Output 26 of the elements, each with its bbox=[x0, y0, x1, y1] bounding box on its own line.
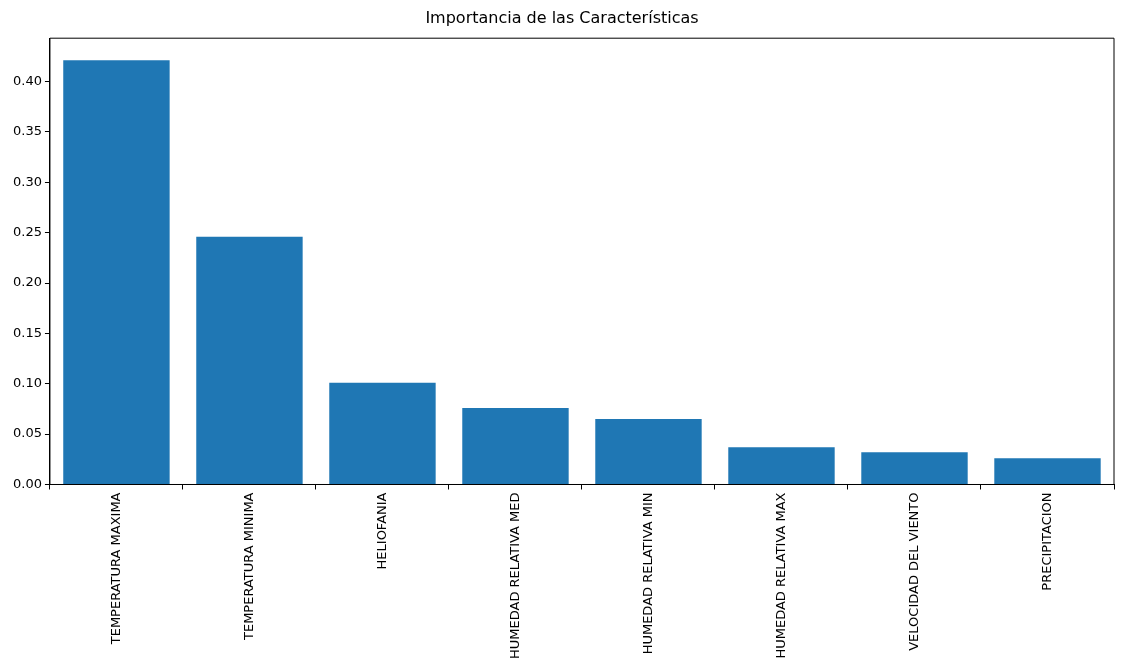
chart-title: Importancia de las Características bbox=[425, 7, 699, 27]
y-tick-label: 0.30 bbox=[12, 173, 42, 189]
x-tick-label: TEMPERATURA MAXIMA bbox=[107, 492, 123, 646]
x-tick-label: HELIOFANIA bbox=[373, 492, 389, 570]
bar bbox=[63, 60, 170, 484]
y-tick-label: 0.15 bbox=[12, 324, 42, 340]
bar bbox=[595, 419, 702, 484]
x-tick-label: HUMEDAD RELATIVA MED bbox=[506, 492, 522, 659]
bar bbox=[462, 407, 569, 484]
y-tick-label: 0.10 bbox=[12, 375, 42, 391]
x-tick-label: HUMEDAD RELATIVA MIN bbox=[639, 492, 655, 655]
bar bbox=[994, 458, 1101, 484]
x-tick-label: VELOCIDAD DEL VIENTO bbox=[905, 492, 921, 651]
y-tick-label: 0.00 bbox=[12, 475, 42, 491]
bar bbox=[728, 447, 835, 484]
y-tick-label: 0.25 bbox=[12, 224, 42, 240]
x-tick-label: PRECIPITACION bbox=[1038, 492, 1054, 591]
bar bbox=[196, 236, 303, 484]
x-tick-label: HUMEDAD RELATIVA MAX bbox=[772, 492, 788, 659]
y-tick-label: 0.20 bbox=[12, 274, 42, 290]
y-tick-label: 0.05 bbox=[12, 425, 42, 441]
x-tick-label: TEMPERATURA MINIMA bbox=[240, 492, 256, 642]
y-tick-label: 0.40 bbox=[12, 72, 42, 88]
bar bbox=[861, 452, 968, 484]
y-tick-label: 0.35 bbox=[12, 123, 42, 139]
bar bbox=[329, 382, 436, 484]
